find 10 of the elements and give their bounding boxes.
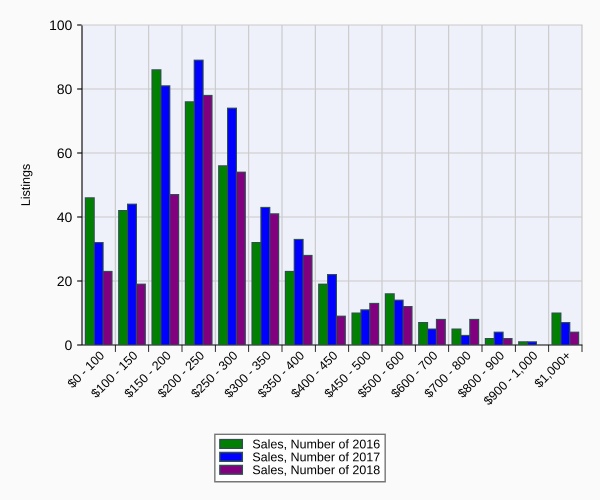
- y-tick-label: 60: [58, 148, 72, 158]
- legend-label: Sales, Number of 2018: [252, 465, 380, 476]
- y-tick-label: 0: [65, 340, 72, 350]
- y-tick-label: 40: [57, 212, 72, 222]
- legend-label: Sales, Number of 2016: [252, 439, 380, 450]
- y-axis-title: Listings: [20, 164, 32, 206]
- y-tick-label: 20: [58, 276, 72, 286]
- y-tick-label: 100: [50, 20, 72, 30]
- legend-label: Sales, Number of 2017: [252, 452, 380, 463]
- y-tick-label: 80: [57, 84, 72, 94]
